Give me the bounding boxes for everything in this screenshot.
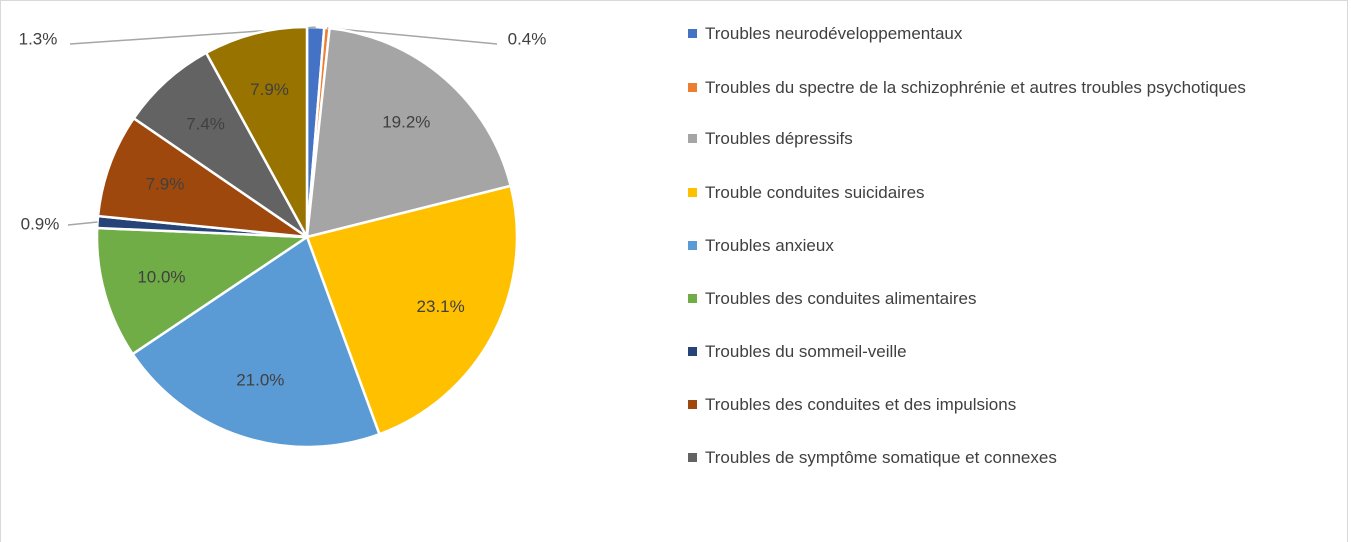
data-label: 0.4% (508, 29, 547, 48)
legend-item: Troubles des conduites alimentaires (688, 286, 1308, 311)
legend-swatch (688, 134, 697, 143)
pie-slice (305, 26, 513, 239)
legend-label: Troubles du spectre de la schizophrénie … (705, 78, 1246, 97)
pie-slice (95, 226, 311, 356)
data-label: 7.9% (250, 80, 289, 99)
legend-swatch (688, 188, 697, 197)
legend-swatch (688, 453, 697, 462)
legend-item: Troubles dépressifs (688, 126, 1308, 151)
legend-label: Troubles du sommeil-veille (705, 342, 907, 361)
legend-item: Troubles de symptôme somatique et connex… (688, 445, 1308, 470)
legend-item: Trouble conduites suicidaires (688, 180, 1308, 205)
pie-slice (96, 116, 308, 239)
legend-label: Trouble conduites suicidaires (705, 183, 925, 202)
data-label: 7.9% (146, 175, 185, 194)
legend-label: Troubles des conduites et des impulsions (705, 395, 1017, 414)
pie-slice (132, 51, 309, 239)
legend-item: Troubles du spectre de la schizophrénie … (688, 75, 1308, 100)
legend-swatch (688, 347, 697, 356)
leader-line (326, 27, 498, 45)
data-label: 23.1% (417, 297, 465, 316)
legend-item: Troubles anxieux (688, 233, 1308, 258)
legend-swatch (688, 400, 697, 409)
legend-swatch (688, 241, 697, 250)
data-label: 10.0% (137, 267, 185, 286)
legend-label: Troubles dépressifs (705, 129, 853, 148)
legend-item: Troubles du sommeil-veille (688, 339, 1308, 364)
pie-slice (305, 184, 519, 436)
legend-item: Troubles neurodéveloppementaux (688, 21, 1308, 46)
legend-swatch (688, 294, 697, 303)
data-label: 1.3% (19, 29, 58, 48)
data-label: 0.9% (21, 214, 60, 233)
data-label: 21.0% (236, 370, 284, 389)
legend-swatch (688, 29, 697, 38)
legend-label: Troubles anxieux (705, 236, 834, 255)
legend-swatch (688, 83, 697, 92)
legend-label: Troubles des conduites alimentaires (705, 289, 977, 308)
legend-label: Troubles de symptôme somatique et connex… (705, 448, 1057, 467)
data-label: 7.4% (186, 114, 225, 133)
legend-label: Troubles neurodéveloppementaux (705, 24, 963, 43)
pie-slice (130, 235, 381, 449)
data-label: 19.2% (382, 112, 430, 131)
pie-slice (204, 25, 309, 238)
leader-line (67, 221, 98, 226)
legend-item: Troubles des conduites et des impulsions (688, 392, 1308, 417)
